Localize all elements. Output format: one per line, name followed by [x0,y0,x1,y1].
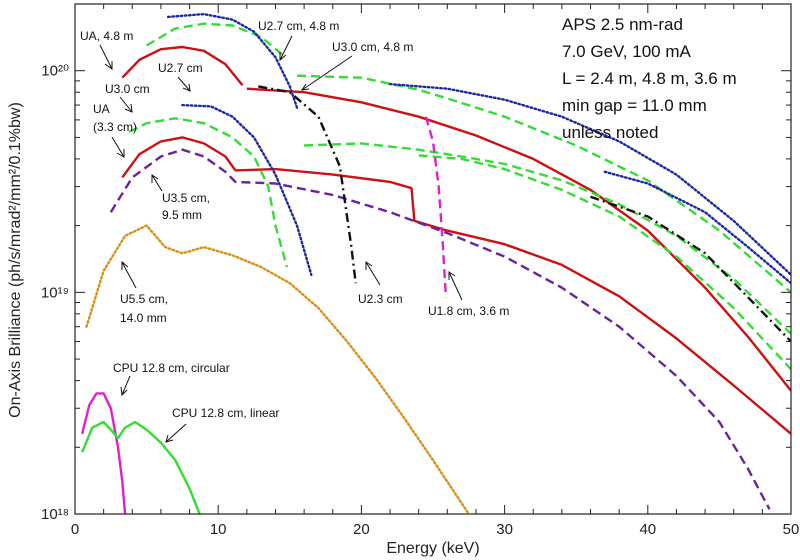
series-line-u35 [109,148,771,510]
series-line-u18 [424,116,448,298]
x-tick-label: 20 [353,521,370,538]
label-ua: UA [93,102,110,116]
series-line-u23 [258,85,357,284]
series-layer [81,12,791,514]
info-line-2: 7.0 GeV, 100 mA [562,42,692,61]
y-tick-label: 10¹⁸ [41,506,69,523]
label-u2-7cm: U2.7 cm [158,61,203,75]
label-u3-0cm-4-8m: U3.0 cm, 4.8 m [332,40,413,54]
arrow-u5-5cm [121,260,137,289]
arrow-u3-5cm [151,174,163,192]
arrow-cpu-circular [120,375,131,397]
series-line-ua48_h [246,87,791,392]
info-box: APS 2.5 nm-rad 7.0 GeV, 100 mA L = 2.4 m… [562,15,737,142]
arrow-u2-7cm-4-8m [279,35,293,62]
label-u5-5cm: U5.5 cm, [120,292,168,306]
series-line-u27_48_h [388,82,791,276]
series-line-u30_24_h [304,142,791,335]
x-tick-label: 30 [496,521,513,538]
y-axis-label: On-Axis Brilliance (ph/s/mrad²/mm²/0.1%b… [7,102,24,418]
series-line-u27_24_h [603,170,791,285]
series-line-u27_24 [181,103,313,276]
label-ua-3-3cm: (3.3 cm) [93,120,137,134]
label-u3-0cm: U3.0 cm [105,82,150,96]
ticks-layer: 0 10 20 30 40 50 10¹⁸ 10¹⁹ 10²⁰ [41,3,800,538]
arrow-u3-0cm [119,96,133,113]
label-u2-3cm: U2.3 cm [358,292,403,306]
arrow-ua-4-8m [99,44,113,70]
series-line-ua33 [121,136,237,179]
series-line-u27_48 [166,12,299,109]
arrow-u2-7cm [177,76,191,92]
series-line-ua33_h [235,167,791,435]
plot-frame [74,3,792,515]
arrow-cpu-linear [165,423,187,443]
info-line-5: unless noted [562,123,658,142]
label-u2-7cm-4-8m: U2.7 cm, 4.8 m [258,19,339,33]
label-ua-4-8m: UA, 4.8 m [80,29,133,43]
series-line-cpu_lin [81,420,201,514]
series-line-u30_48_h [296,74,791,294]
info-line-3: L = 2.4 m, 4.8 m, 3.6 m [562,69,737,88]
info-line-1: APS 2.5 nm-rad [562,15,683,34]
series-line-ua48 [121,45,244,86]
x-axis-label: Energy (keV) [386,540,479,557]
arrow-u2-3cm [365,261,381,286]
label-u1-8cm: U1.8 cm, 3.6 m [428,304,509,318]
arrow-u1-8cm [448,271,463,301]
x-tick-label: 10 [210,521,227,538]
label-u3-5cm: U3.5 cm, [162,191,210,205]
annotations: UA, 4.8 m U3.0 cm U2.7 cm UA (3.3 cm) U2… [80,19,509,420]
x-tick-label: 40 [639,521,656,538]
label-cpu-circular: CPU 12.8 cm, circular [113,361,230,375]
x-tick-label: 0 [71,521,79,538]
x-tick-label: 50 [783,521,800,538]
annotation-arrows [99,35,463,443]
label-u3-5cm-gap: 9.5 mm [162,208,202,222]
label-cpu-linear: CPU 12.8 cm, linear [172,406,279,420]
y-tick-label: 10¹⁹ [41,284,69,301]
arrow-ua-3-3cm [111,136,125,158]
arrow-u3-0cm-4-8m [300,55,353,91]
series-line-cpu_circ [81,392,127,514]
y-tick-label: 10²⁰ [41,63,69,80]
info-line-4: min gap = 11.0 mm [562,96,707,115]
series-line-u55 [85,224,470,514]
series-line-u30_24_h2 [418,154,791,371]
series-line-u30_48 [145,22,284,56]
label-u5-5cm-gap: 14.0 mm [120,311,167,325]
series-line-u30_24 [128,117,289,268]
series-line-u23_h [590,195,791,343]
